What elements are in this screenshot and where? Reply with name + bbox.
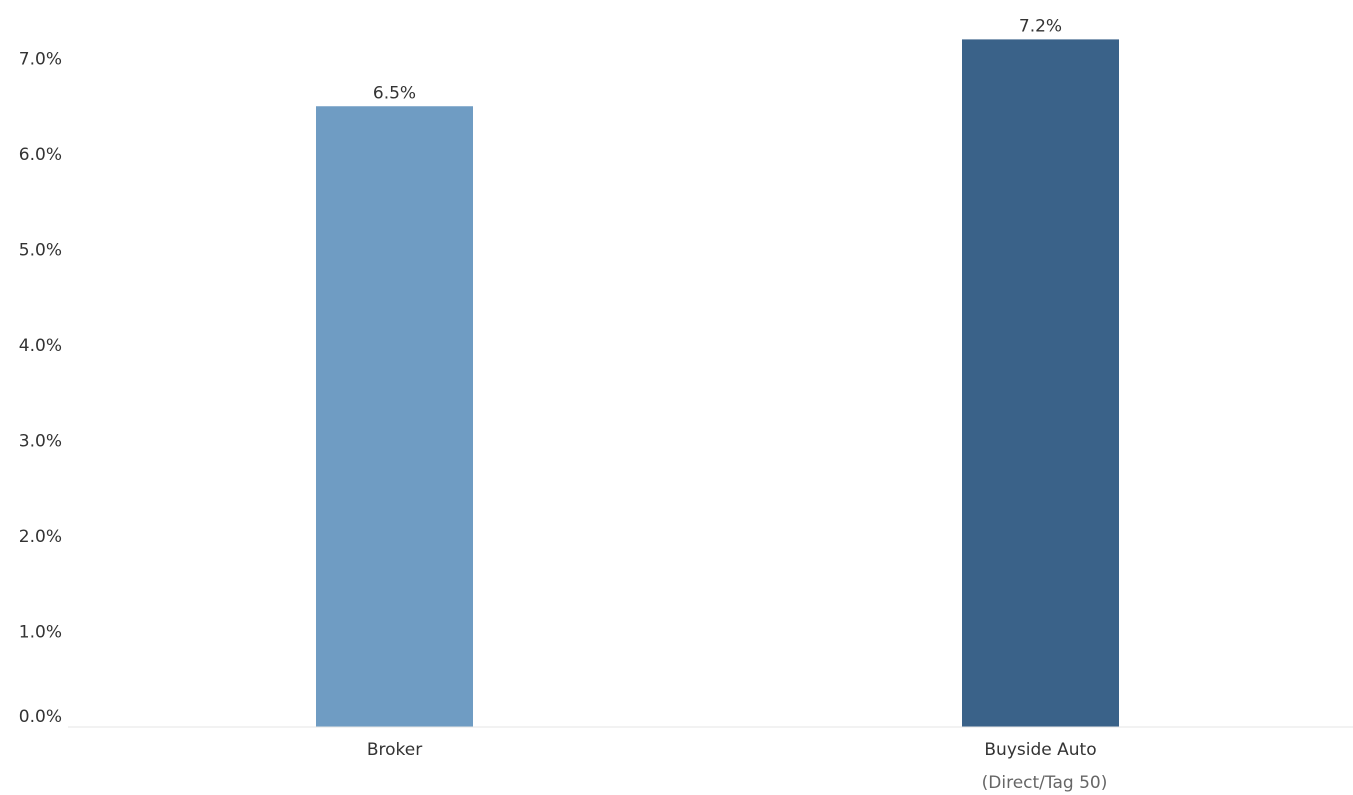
- y-axis: 0.0% 1.0% 2.0% 3.0% 4.0% 5.0% 6.0% 7.0%: [19, 50, 62, 728]
- data-labels-group: 6.5% 7.2%: [373, 16, 1062, 103]
- bar-broker[interactable]: [316, 106, 473, 727]
- y-tick-label: 2.0%: [19, 527, 62, 547]
- y-tick-label: 1.0%: [19, 623, 62, 643]
- bar-value-label: 6.5%: [373, 83, 416, 103]
- x-category-label: Broker: [367, 740, 422, 760]
- bar-value-label: 7.2%: [1019, 16, 1062, 36]
- bars-group: [316, 39, 1119, 727]
- y-tick-label: 4.0%: [19, 336, 62, 356]
- x-category-label: Buyside Auto: [984, 740, 1096, 760]
- bar-buyside-auto[interactable]: [962, 39, 1119, 727]
- y-tick-label: 3.0%: [19, 432, 62, 452]
- y-tick-label: 0.0%: [19, 707, 62, 727]
- y-tick-label: 6.0%: [19, 145, 62, 165]
- x-category-sublabel: (Direct/Tag 50): [982, 773, 1108, 793]
- x-axis: Broker Buyside Auto (Direct/Tag 50): [367, 740, 1108, 793]
- y-tick-label: 7.0%: [19, 50, 62, 70]
- y-tick-label: 5.0%: [19, 241, 62, 261]
